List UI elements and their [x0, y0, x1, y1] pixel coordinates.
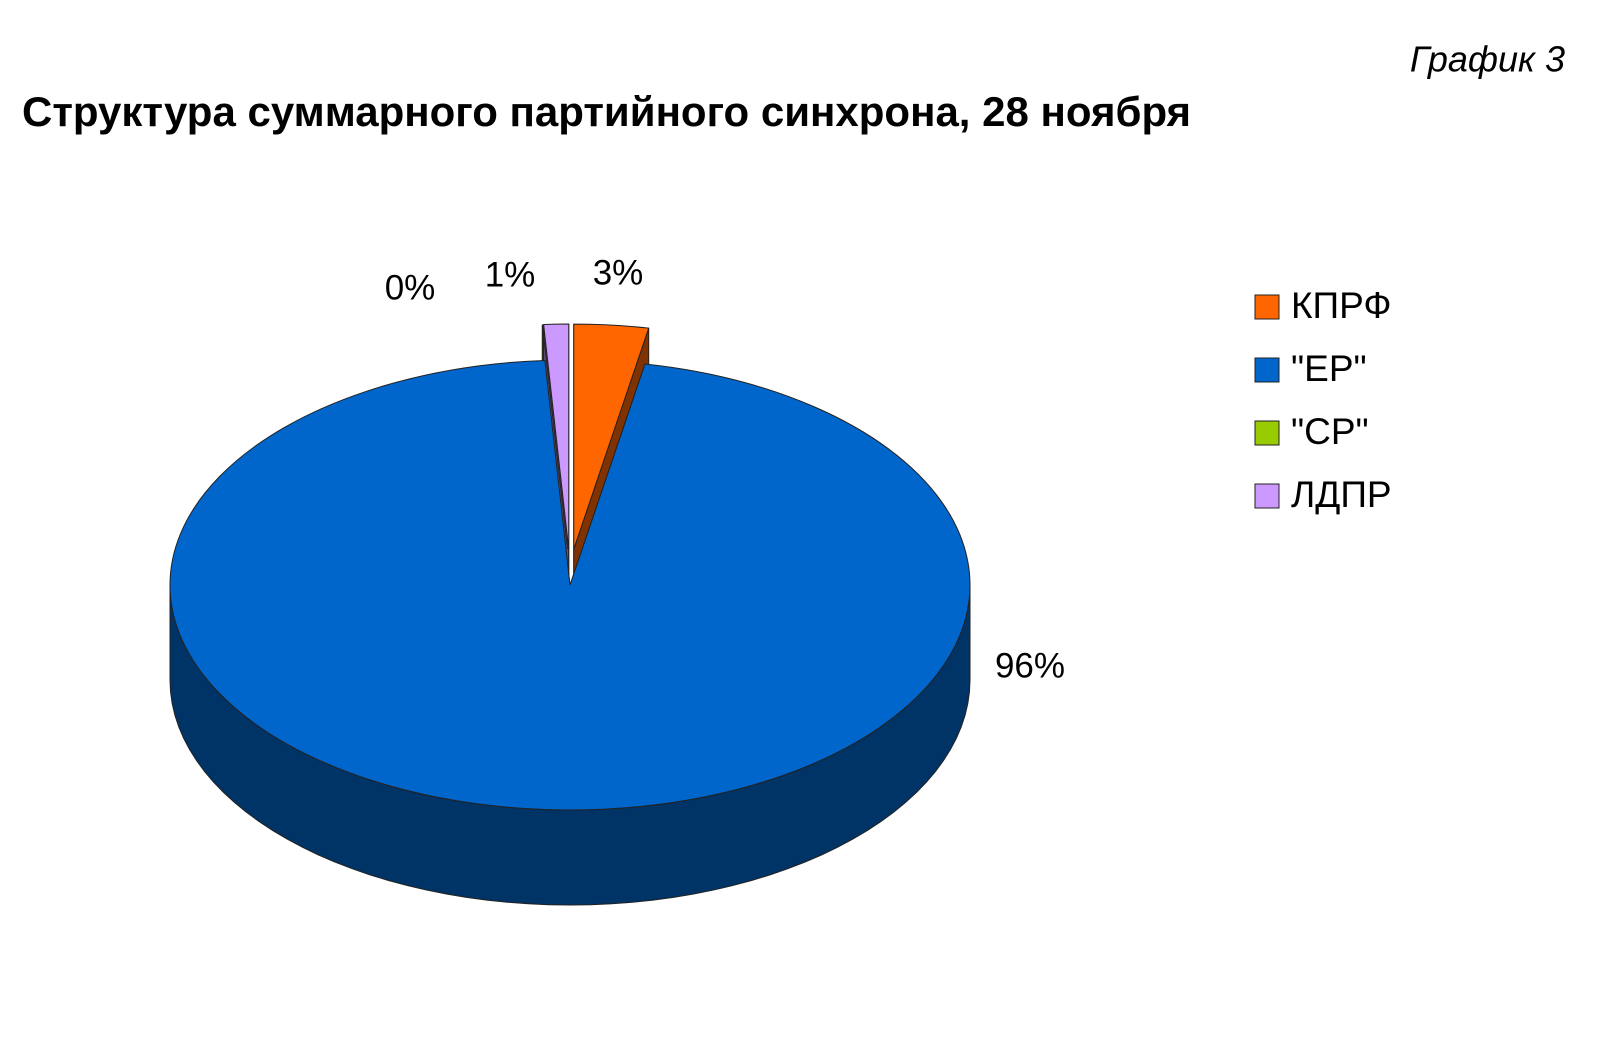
slice — [573, 323, 650, 550]
legend-swatch — [1254, 420, 1280, 446]
chart-annotation: График 3 — [1410, 39, 1565, 80]
legend-swatch — [1254, 483, 1280, 509]
data-label: 96% — [995, 646, 1065, 685]
legend-label: ЛДПР — [1291, 474, 1392, 515]
slice — [543, 323, 570, 550]
legend-swatch — [1254, 357, 1280, 383]
data-labels: 3% 96% 0% 1% — [385, 253, 1065, 685]
data-label: 0% — [385, 268, 436, 307]
legend-label: КПРФ — [1291, 285, 1392, 326]
pie-tops — [169, 323, 971, 811]
chart-title: Структура суммарного партийного синхрона… — [22, 88, 1191, 135]
data-label: 3% — [593, 253, 644, 292]
legend-swatch — [1254, 294, 1280, 320]
data-label: 1% — [485, 255, 536, 294]
legend-label: "СР" — [1291, 411, 1369, 452]
legend: КПРФ "ЕР" "СР" ЛДПР — [1254, 285, 1392, 515]
slice — [169, 359, 971, 811]
legend-label: "ЕР" — [1291, 348, 1367, 389]
